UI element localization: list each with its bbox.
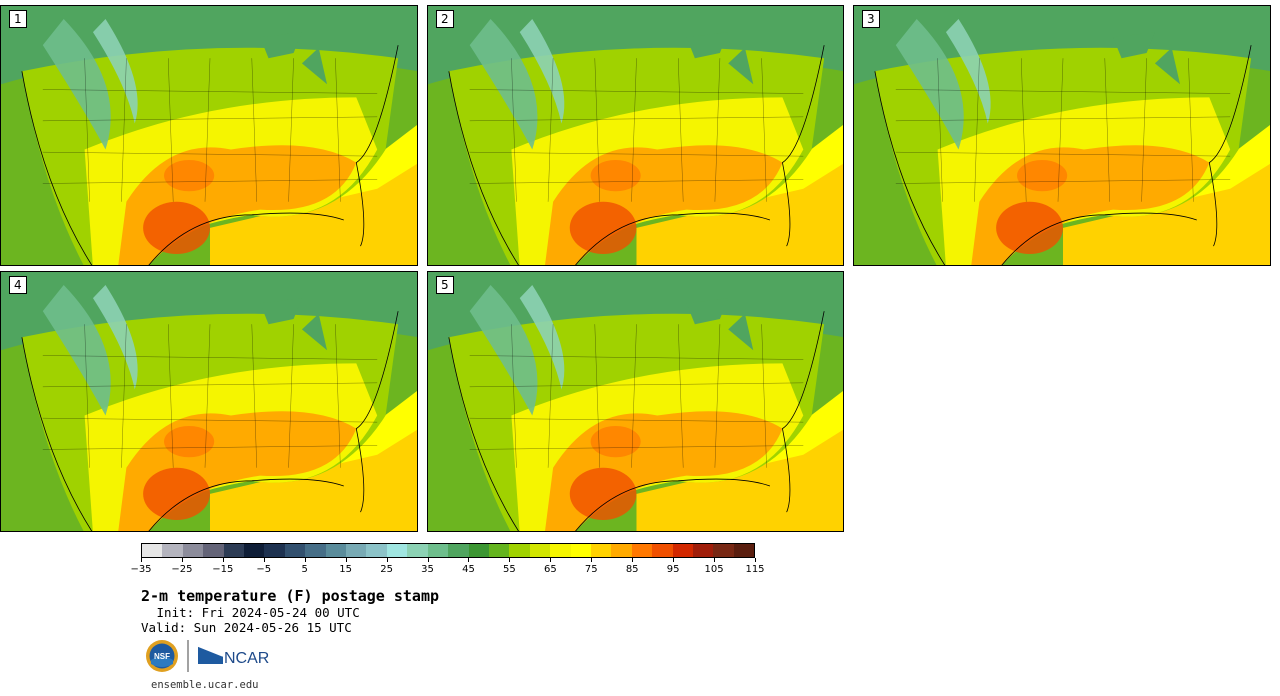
colorbar-swatch [468,544,489,557]
colorbar-ticks: −35 −25 −15 −5 5 15 25 35 45 55 65 75 85 95 105 115 [130,558,765,578]
colorbar-tick [550,558,552,562]
colorbar-tick [181,558,183,562]
temperature-map [1,6,417,265]
nsf-logo-icon: NSF [146,640,178,672]
colorbar-swatch [550,544,571,557]
colorbar-tick-label: −25 [171,564,193,575]
colorbar-swatch [590,544,612,557]
colorbar-tick-label: −5 [256,564,272,575]
colorbar-swatch [652,544,673,557]
colorbar-tick [304,558,306,562]
colorbar-tick-label: 25 [380,564,393,575]
temperature-map [428,6,843,265]
temperature-map [854,6,1270,265]
colorbar-tick [263,558,265,562]
colorbar-swatch [733,544,755,557]
colorbar-swatch [427,544,449,557]
svg-text:NSF: NSF [154,652,170,661]
colorbar-swatch [325,544,347,557]
colorbar-tick-label: 45 [462,564,475,575]
member-number-label: 3 [862,10,880,28]
colorbar-swatch [488,544,510,557]
temperature-map [428,272,843,531]
colorbar-tick [427,558,429,562]
temperature-colorbar [141,543,755,558]
member-number-label: 1 [9,10,27,28]
colorbar-tick-label: −15 [212,564,234,575]
colorbar-tick [509,558,511,562]
ensemble-member-panel-1: 1 [0,5,418,266]
colorbar-swatch [672,544,693,557]
ensemble-member-panel-4: 4 [0,271,418,532]
colorbar-tick-label: 55 [503,564,516,575]
colorbar-swatch [713,544,734,557]
colorbar-tick [345,558,347,562]
colorbar-swatch [203,544,224,557]
valid-time: Valid: Sun 2024-05-26 15 UTC [141,620,352,635]
colorbar-tick [591,558,593,562]
colorbar-swatch [448,544,469,557]
colorbar-swatch [386,544,408,557]
colorbar-swatch [305,544,326,557]
colorbar-tick-label: 5 [301,564,308,575]
colorbar-swatch [284,544,306,557]
colorbar-tick [755,558,756,562]
ensemble-member-panel-3: 3 [853,5,1271,266]
colorbar-tick [714,558,716,562]
colorbar-tick [141,558,142,562]
colorbar-tick-label: 65 [543,564,557,575]
colorbar-swatch [182,544,204,557]
colorbar-tick [222,558,224,562]
colorbar-tick-label: 85 [625,564,639,575]
colorbar-swatch [611,544,632,557]
logos: NSF NCAR [146,640,269,672]
colorbar-swatch [223,544,245,557]
colorbar-swatch [264,544,285,557]
colorbar-tick-label: −35 [130,564,152,575]
colorbar-tick-label: 75 [584,564,598,575]
ncar-logo-icon: NCAR [197,645,269,667]
colorbar-tick [468,558,470,562]
colorbar-swatch [692,544,714,557]
member-number-label: 4 [9,276,27,294]
colorbar-tick [386,558,388,562]
svg-text:NCAR: NCAR [224,650,269,667]
member-number-label: 2 [436,10,454,28]
colorbar-swatch [162,544,183,557]
colorbar-swatch [570,544,591,557]
colorbar-swatch [631,544,653,557]
colorbar-tick-label: 105 [704,564,724,575]
colorbar-tick-label: 35 [421,564,434,575]
init-time: Init: Fri 2024-05-24 00 UTC [149,605,360,620]
colorbar-swatch [346,544,367,557]
colorbar-swatch [244,544,265,557]
colorbar-tick-label: 95 [666,564,680,575]
colorbar-tick [632,558,634,562]
colorbar-swatch [366,544,387,557]
member-number-label: 5 [436,276,454,294]
colorbar-tick-label: 115 [745,564,765,575]
colorbar-swatch [407,544,428,557]
colorbar-swatch [529,544,551,557]
ensemble-member-panel-5: 5 [427,271,844,532]
ensemble-member-panel-2: 2 [427,5,844,266]
temperature-map [1,272,417,531]
colorbar-swatch [142,544,163,557]
colorbar-tick-label: 15 [339,564,353,575]
colorbar-swatch [509,544,530,557]
colorbar-tick [673,558,675,562]
website-url: ensemble.ucar.edu [151,679,259,691]
product-title: 2-m temperature (F) postage stamp [141,587,440,605]
